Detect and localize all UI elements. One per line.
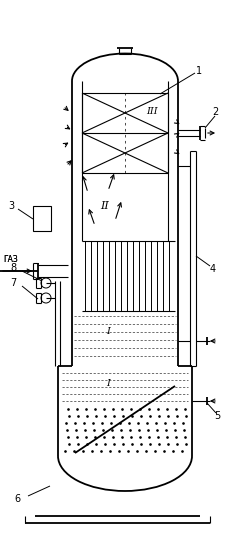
Text: ГАЗ: ГАЗ [3, 255, 18, 265]
Text: ГАЗ: ГАЗ [3, 255, 18, 265]
Text: 5: 5 [214, 411, 220, 421]
Text: 8: 8 [10, 263, 16, 273]
Text: 7: 7 [10, 278, 16, 288]
Text: 6: 6 [14, 494, 20, 504]
Text: II: II [101, 201, 109, 211]
Text: 3: 3 [8, 201, 14, 211]
Text: III: III [146, 107, 158, 115]
Text: 2: 2 [212, 107, 218, 117]
Text: 4: 4 [210, 264, 216, 274]
Bar [33, 206, 51, 231]
Text: I: I [106, 327, 110, 335]
Text: I: I [106, 379, 110, 388]
Text: 1: 1 [196, 66, 202, 76]
